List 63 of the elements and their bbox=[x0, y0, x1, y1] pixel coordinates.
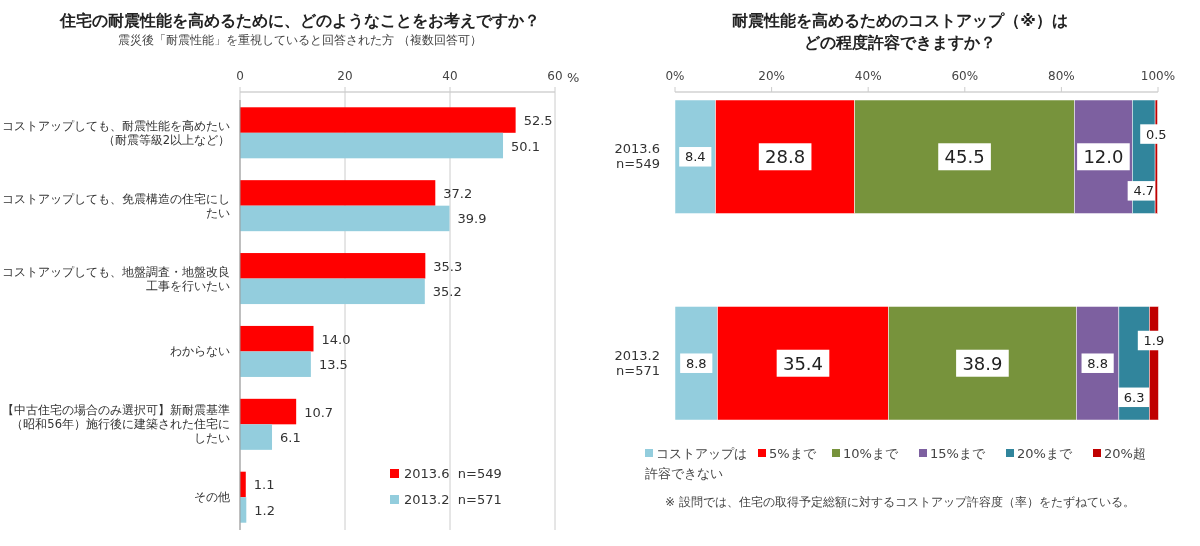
data-label: 50.1 bbox=[511, 138, 540, 154]
x-tick-label: 60 bbox=[547, 69, 563, 83]
bar bbox=[240, 180, 436, 206]
bar bbox=[240, 107, 516, 133]
x-tick-label: 20 bbox=[337, 69, 353, 83]
data-label: 12.0 bbox=[1083, 146, 1124, 168]
data-label: 52.5 bbox=[523, 113, 553, 129]
data-label: 28.8 bbox=[765, 146, 806, 168]
legend-label: 20%超 bbox=[1104, 446, 1146, 461]
data-label: 1.2 bbox=[254, 502, 275, 518]
y-tick-label: 【中古住宅の場合のみ選択可】新耐震基準（昭和56年）施行後に建築された住宅にしたい bbox=[2, 403, 230, 446]
text: ※ 設問では、住宅の取得予定総額に対するコストアップ許容度（率）をたずねている。 bbox=[665, 495, 1135, 509]
x-tick-label: 80% bbox=[1048, 69, 1075, 83]
data-label: 39.9 bbox=[457, 211, 487, 227]
x-tick-label: 60% bbox=[951, 69, 979, 83]
data-label: 45.5 bbox=[944, 146, 985, 168]
chart-title: 住宅の耐震性能を高めるために、どのようなことをお考えですか？ bbox=[59, 11, 540, 30]
legend-label: 20%まで bbox=[1017, 446, 1073, 461]
y-tick-label: その他 bbox=[194, 490, 230, 505]
data-label: 35.4 bbox=[782, 352, 824, 374]
data-label: 13.5 bbox=[318, 357, 348, 373]
data-label: 35.3 bbox=[433, 258, 463, 274]
x-tick-label: 20% bbox=[758, 69, 785, 83]
bar bbox=[240, 424, 273, 450]
legend-label: 10%まで bbox=[843, 446, 899, 461]
x-tick-label: 40% bbox=[854, 69, 882, 83]
x-tick-label: 0% bbox=[665, 69, 685, 83]
legend-label: 2013.2 n=571 bbox=[404, 492, 502, 507]
bar bbox=[240, 132, 504, 159]
x-tick-label: 0 bbox=[236, 69, 244, 83]
bar bbox=[240, 253, 426, 279]
x-axis-title: % bbox=[567, 70, 580, 85]
bar bbox=[240, 205, 450, 232]
bar bbox=[240, 398, 297, 425]
bar bbox=[240, 325, 314, 352]
data-label: 14.0 bbox=[321, 331, 351, 347]
data-label: 6.1 bbox=[280, 430, 301, 446]
data-label: 38.9 bbox=[962, 352, 1003, 374]
legend-label: 15%まで bbox=[930, 446, 986, 461]
data-label: 35.2 bbox=[432, 284, 462, 300]
y-tick-label: コストアップしても、地盤調査・地盤改良工事を行いたい bbox=[2, 264, 230, 293]
data-label: 6.3 bbox=[1123, 389, 1145, 405]
legend-label: 2013.6 n=549 bbox=[404, 466, 502, 481]
chart-subtitle: 震災後「耐震性能」を重視していると回答された方 （複数回答可） bbox=[118, 33, 482, 47]
data-label: 8.4 bbox=[684, 149, 706, 165]
data-label: 1.9 bbox=[1143, 333, 1165, 349]
legend-label: 5%まで bbox=[769, 446, 817, 461]
x-tick-label: 40 bbox=[442, 69, 458, 83]
legend-label: コストアップは許容できない bbox=[645, 446, 747, 481]
chart-title: 耐震性能を高めるためのコストアップ（※）はどの程度許容できますか？ bbox=[732, 11, 1068, 52]
data-label: 4.7 bbox=[1133, 183, 1155, 199]
y-tick-label: わからない bbox=[170, 344, 230, 359]
y-tick-label: コストアップしても、耐震性能を高めたい（耐震等級2以上など） bbox=[2, 118, 230, 147]
y-tick-label: コストアップしても、免震構造の住宅にしたい bbox=[2, 191, 230, 220]
x-tick-label: 100% bbox=[1140, 69, 1176, 83]
data-label: 37.2 bbox=[443, 185, 473, 201]
data-label: 1.1 bbox=[253, 477, 275, 493]
bar bbox=[240, 278, 425, 305]
data-label: 10.7 bbox=[304, 404, 334, 420]
data-label: 8.8 bbox=[685, 355, 707, 371]
bar bbox=[240, 351, 311, 377]
data-label: 8.8 bbox=[1087, 355, 1108, 371]
data-label: 0.5 bbox=[1145, 126, 1167, 142]
